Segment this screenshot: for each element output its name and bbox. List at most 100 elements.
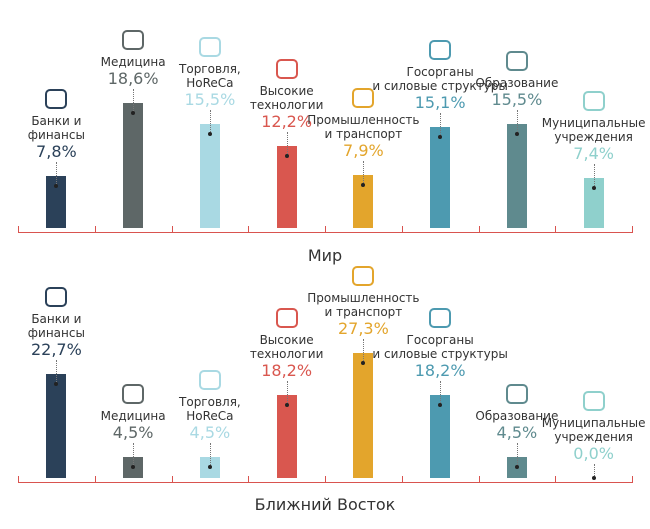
icon [198, 370, 221, 391]
leader-line [440, 380, 442, 403]
bar-label: Высокие технологии 12,2% [217, 59, 357, 132]
category-label: Банки и финансы [27, 312, 85, 341]
bar-label: Госорганы и силовые структуры 18,2% [370, 307, 510, 381]
icon [45, 88, 68, 109]
bar-label: Образование 15,5% [447, 50, 587, 110]
axis-tick [632, 476, 633, 483]
axis-tick [478, 226, 480, 233]
bar-label: Торговля, HoReCa 4,5% [140, 370, 280, 443]
dot [438, 134, 443, 139]
leader-line [516, 443, 518, 466]
value-label: 15,1% [414, 92, 466, 112]
bar [430, 394, 451, 478]
dot [54, 382, 59, 387]
bar [276, 146, 297, 228]
axis-tick [632, 226, 633, 233]
value-label: 4,5% [189, 423, 231, 443]
leader-line [593, 164, 595, 187]
dot [438, 402, 443, 407]
panel-title: Мир [307, 246, 343, 265]
axis-tick [18, 226, 19, 233]
dot [591, 476, 596, 480]
icon [505, 384, 528, 405]
bar-label: Банки и финансы 22,7% [0, 287, 126, 360]
dot [284, 402, 289, 407]
icon [582, 391, 605, 411]
axis-tick [325, 476, 326, 483]
bar-label: Промышленность и транспорт 27,3% [293, 266, 433, 339]
bar-label: Банки и финансы 7,8% [0, 88, 126, 162]
dot [361, 182, 366, 187]
leader-line [209, 443, 211, 466]
bar-label: Госорганы и силовые структуры 15,1% [370, 39, 510, 113]
category-label: Образование [475, 75, 559, 90]
bar-label: Высокие технологии 18,2% [217, 307, 357, 381]
value-label: 27,3% [337, 319, 389, 338]
bar [506, 123, 527, 228]
icon [45, 287, 68, 308]
icon [275, 307, 298, 328]
dot [361, 361, 366, 365]
axis-tick [555, 476, 557, 483]
dot [54, 183, 59, 188]
value-label: 18,2% [414, 360, 466, 380]
icon [122, 384, 145, 405]
category-label: Промышленность и транспорт [307, 112, 420, 141]
dot [514, 465, 519, 470]
axis-tick [478, 476, 480, 483]
bar-label: Промышленность и транспорт 7,9% [293, 87, 433, 161]
leader-line [363, 339, 365, 361]
value-label: 18,6% [107, 69, 159, 88]
category-label: Банки и финансы [27, 113, 85, 142]
icon [429, 39, 452, 60]
value-label: 18,2% [261, 360, 313, 380]
value-label: 22,7% [30, 340, 82, 360]
category-label: Промышленность и транспорт [307, 291, 420, 319]
bar [46, 374, 67, 478]
axis-tick [248, 476, 250, 483]
leader-line [286, 380, 288, 403]
dot [131, 465, 136, 470]
bar-label: Образование 4,5% [447, 384, 587, 443]
dot [284, 154, 289, 158]
axis-tick [171, 226, 173, 233]
category-label: Торговля, HoReCa [179, 61, 241, 90]
icon [505, 50, 528, 71]
axis-tick [325, 226, 326, 233]
category-label: Медицина [100, 409, 166, 424]
leader-line [440, 112, 442, 135]
bar [199, 123, 220, 228]
bar [46, 175, 67, 228]
dot [131, 111, 136, 115]
value-label: 4,5% [496, 423, 538, 443]
axis-tick [248, 226, 250, 233]
bar [430, 126, 451, 228]
axis-tick [18, 476, 19, 483]
leader-line [363, 160, 365, 183]
dot [514, 131, 519, 136]
leader-line [133, 443, 135, 466]
leader-line [133, 89, 135, 111]
bar-label: Медицина 4,5% [63, 384, 203, 443]
axis-tick [555, 226, 557, 233]
axis-tick [94, 476, 96, 483]
leader-line [593, 464, 595, 476]
bar-label: Муниципальные учреждения 7,4% [524, 91, 650, 164]
icon [198, 36, 221, 57]
category-label: Торговля, HoReCa [179, 395, 241, 424]
value-label: 15,5% [184, 89, 236, 109]
dot [591, 186, 596, 191]
category-label: Госорганы и силовые структуры [372, 64, 508, 93]
dot [207, 131, 212, 136]
icon [582, 91, 605, 112]
leader-line [56, 161, 58, 184]
category-label: Медицина [100, 55, 166, 69]
leader-line [286, 132, 288, 154]
dot [207, 465, 212, 470]
value-label: 7,9% [343, 140, 384, 160]
value-label: 7,8% [36, 141, 77, 161]
leader-line [209, 109, 211, 132]
category-label: Высокие технологии [249, 84, 324, 113]
category-label: Муниципальные учреждения [541, 116, 646, 145]
value-label: 0,0% [573, 444, 614, 463]
